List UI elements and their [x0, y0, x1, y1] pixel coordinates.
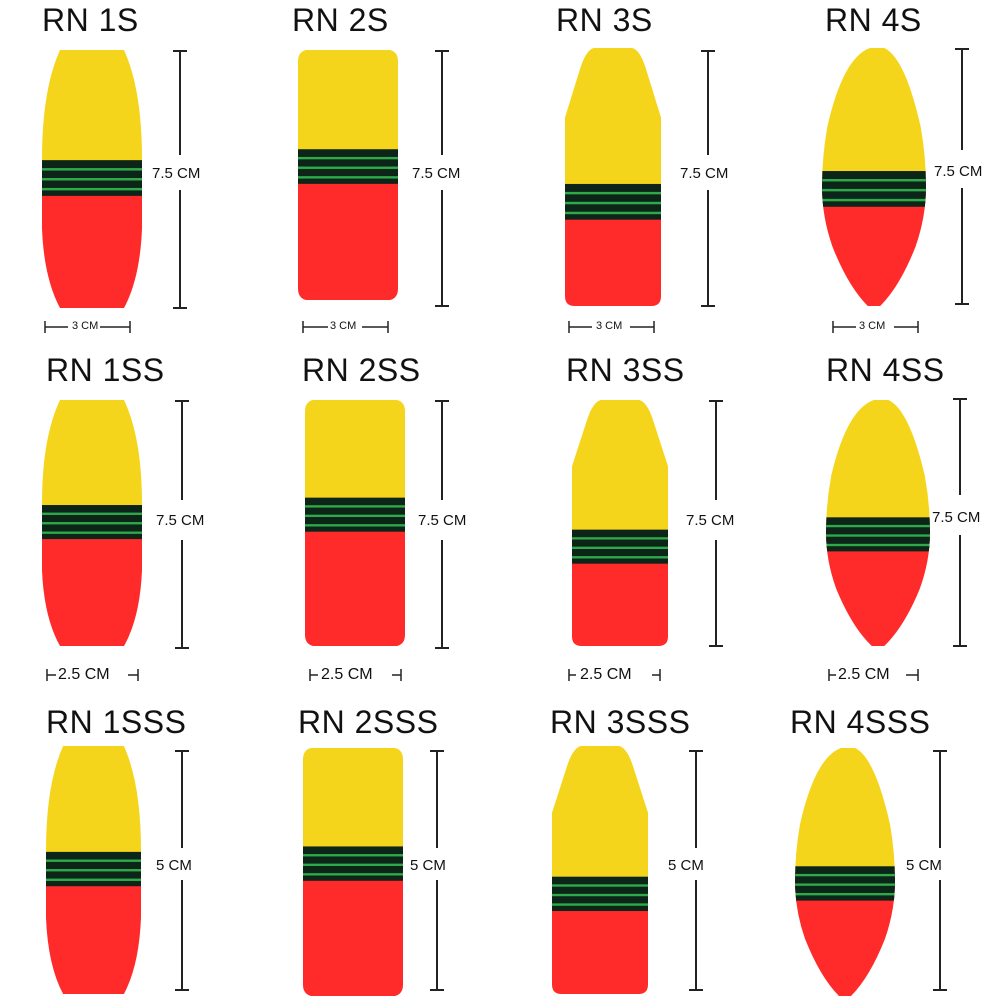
- height-dimension-label: 7.5 CM: [932, 509, 981, 526]
- width-dimension-line: [828, 669, 919, 681]
- height-dimension-label: 5 CM: [906, 857, 942, 874]
- height-dimension-label: 5 CM: [410, 857, 446, 874]
- width-dimension-line: [309, 669, 402, 681]
- height-dimension-label: 5 CM: [668, 857, 704, 874]
- float-barrel-image: [46, 746, 141, 994]
- height-dimension-line: [933, 750, 947, 991]
- width-dimension-line: [46, 669, 139, 681]
- height-dimension-line: [435, 400, 449, 649]
- height-dimension-line: [175, 400, 189, 649]
- float-spindle-image: [826, 400, 930, 646]
- model-label: RN 3SS: [566, 352, 685, 388]
- width-dimension-label: 2.5 CM: [321, 666, 373, 683]
- model-label: RN 1SSS: [46, 704, 187, 740]
- height-dimension-label: 7.5 CM: [418, 512, 467, 529]
- height-dimension-line: [435, 50, 449, 307]
- float-barrel-image: [42, 50, 142, 308]
- model-label: RN 2S: [292, 2, 389, 38]
- height-dimension-label: 7.5 CM: [934, 163, 983, 180]
- width-dimension-label: 3 CM: [596, 320, 623, 332]
- width-dimension-line: [832, 321, 919, 333]
- model-label: RN 1S: [42, 2, 139, 38]
- float-spindle-image: [795, 748, 895, 996]
- height-dimension-label: 7.5 CM: [152, 165, 201, 182]
- float-bullet-image: [572, 400, 668, 646]
- model-label: RN 3S: [556, 2, 653, 38]
- width-dimension-line: [568, 669, 661, 681]
- height-dimension-line: [701, 50, 715, 307]
- float-spindle-image: [822, 48, 926, 306]
- float-flat-image: [305, 400, 405, 646]
- height-dimension-label: 5 CM: [156, 857, 192, 874]
- model-label: RN 2SSS: [298, 704, 439, 740]
- height-dimension-line: [173, 50, 187, 309]
- model-label: RN 4SS: [826, 352, 945, 388]
- width-dimension-label: 2.5 CM: [58, 666, 110, 683]
- width-dimension-label: 2.5 CM: [580, 666, 632, 683]
- width-dimension-label: 3 CM: [859, 320, 886, 332]
- width-dimension-label: 2.5 CM: [838, 666, 890, 683]
- height-dimension-label: 7.5 CM: [686, 512, 735, 529]
- model-label: RN 4SSS: [790, 704, 931, 740]
- float-barrel-image: [42, 400, 142, 646]
- width-dimension-line: [568, 321, 655, 333]
- height-dimension-line: [955, 48, 969, 305]
- width-dimension-line: [44, 321, 131, 333]
- float-bullet-image: [552, 746, 648, 994]
- width-dimension-label: 3 CM: [72, 320, 99, 332]
- height-dimension-line: [953, 398, 967, 647]
- height-dimension-line: [709, 400, 723, 647]
- float-flat-image: [303, 748, 403, 996]
- float-bullet-image: [565, 48, 661, 306]
- height-dimension-label: 7.5 CM: [412, 165, 461, 182]
- height-dimension-line: [175, 750, 189, 991]
- height-dimension-line: [689, 750, 703, 991]
- model-label: RN 1SS: [46, 352, 165, 388]
- width-dimension-line: [302, 321, 389, 333]
- model-label: RN 2SS: [302, 352, 421, 388]
- model-label: RN 3SSS: [550, 704, 691, 740]
- height-dimension-label: 7.5 CM: [680, 165, 729, 182]
- float-flat-image: [298, 50, 398, 300]
- width-dimension-label: 3 CM: [330, 320, 357, 332]
- height-dimension-label: 7.5 CM: [156, 512, 205, 529]
- height-dimension-line: [430, 750, 444, 991]
- model-label: RN 4S: [825, 2, 922, 38]
